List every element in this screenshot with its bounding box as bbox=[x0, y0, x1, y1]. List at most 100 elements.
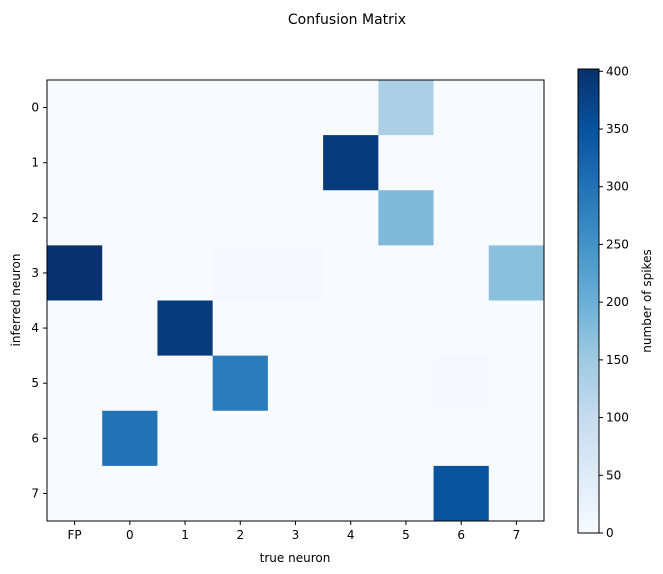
colorbar-tick-label: 300 bbox=[606, 180, 629, 194]
heatmap-cell bbox=[212, 465, 269, 522]
colorbar-tick-label: 0 bbox=[606, 526, 614, 540]
heatmap-cell bbox=[157, 245, 214, 301]
heatmap-cell bbox=[323, 300, 379, 357]
heatmap-cells bbox=[47, 80, 545, 522]
x-tick-label: 4 bbox=[347, 528, 355, 542]
heatmap-cell bbox=[378, 190, 435, 246]
colorbar-tick-label: 100 bbox=[606, 411, 629, 425]
colorbar-tick-label: 250 bbox=[606, 237, 629, 251]
colorbar-label: number of spikes bbox=[640, 249, 654, 352]
heatmap-cell bbox=[157, 410, 214, 467]
heatmap-cell bbox=[157, 465, 214, 522]
heatmap-cell bbox=[157, 190, 214, 246]
x-tick-label: 2 bbox=[236, 528, 244, 542]
x-axis-label: true neuron bbox=[260, 551, 331, 565]
heatmap-cell bbox=[378, 410, 435, 467]
heatmap-cell bbox=[433, 80, 490, 136]
heatmap-cell bbox=[433, 245, 490, 301]
heatmap-cell bbox=[212, 190, 269, 246]
heatmap-cell bbox=[157, 355, 214, 412]
heatmap-cell bbox=[47, 190, 103, 246]
heatmap-cell bbox=[102, 190, 158, 246]
x-axis-ticks: FP 0 1 2 3 4 5 6 7 bbox=[68, 521, 521, 542]
heatmap-cell bbox=[267, 245, 324, 301]
heatmap-cell bbox=[323, 355, 379, 412]
colorbar bbox=[577, 68, 600, 534]
heatmap-cell bbox=[47, 300, 103, 357]
y-tick-label: 6 bbox=[31, 431, 39, 445]
heatmap-cell bbox=[267, 465, 324, 522]
y-tick-label: 3 bbox=[31, 266, 39, 280]
heatmap-cell bbox=[323, 190, 379, 246]
y-axis-label: inferred neuron bbox=[9, 254, 23, 347]
heatmap-cell bbox=[102, 245, 158, 301]
heatmap-cell bbox=[267, 355, 324, 412]
heatmap-cell bbox=[157, 80, 214, 136]
heatmap-cell bbox=[433, 190, 490, 246]
heatmap-cell bbox=[378, 465, 435, 522]
heatmap-cell bbox=[267, 80, 324, 136]
heatmap-cell bbox=[488, 355, 545, 412]
heatmap-cell bbox=[47, 410, 103, 467]
x-tick-label: FP bbox=[68, 528, 82, 542]
heatmap-cell bbox=[323, 80, 379, 136]
x-tick-label: 5 bbox=[402, 528, 410, 542]
colorbar-tick-label: 50 bbox=[606, 468, 621, 482]
heatmap-cell bbox=[212, 355, 269, 412]
y-tick-label: 7 bbox=[31, 486, 39, 500]
y-axis-ticks: 0 1 2 3 4 5 6 7 bbox=[31, 101, 47, 500]
heatmap-cell bbox=[267, 300, 324, 357]
heatmap-cell bbox=[157, 300, 214, 357]
heatmap-cell bbox=[102, 465, 158, 522]
heatmap-cell bbox=[378, 135, 435, 191]
heatmap-cell bbox=[378, 80, 435, 136]
colorbar-tick-label: 400 bbox=[606, 64, 629, 78]
heatmap-cell bbox=[378, 300, 435, 357]
heatmap-cell bbox=[102, 300, 158, 357]
x-tick-label: 6 bbox=[457, 528, 465, 542]
heatmap-cell bbox=[157, 135, 214, 191]
heatmap-cell bbox=[102, 410, 158, 467]
y-tick-label: 1 bbox=[31, 156, 39, 170]
heatmap-cell bbox=[212, 135, 269, 191]
heatmap-cell bbox=[102, 355, 158, 412]
heatmap-cell bbox=[267, 410, 324, 467]
heatmap-cell bbox=[212, 410, 269, 467]
heatmap-cell bbox=[47, 135, 103, 191]
heatmap-cell bbox=[102, 80, 158, 136]
colorbar-ticks: 0 50 100 150 200 250 300 350 400 bbox=[599, 64, 629, 540]
x-tick-label: 7 bbox=[513, 528, 521, 542]
heatmap-cell bbox=[433, 355, 490, 412]
colorbar-tick-label: 150 bbox=[606, 353, 629, 367]
y-tick-label: 4 bbox=[31, 321, 39, 335]
x-tick-label: 3 bbox=[292, 528, 300, 542]
heatmap-cell bbox=[212, 300, 269, 357]
y-tick-label: 0 bbox=[31, 101, 39, 115]
heatmap-cell bbox=[488, 300, 545, 357]
chart-title: Confusion Matrix bbox=[288, 12, 406, 28]
heatmap-cell bbox=[488, 190, 545, 246]
heatmap-cell bbox=[323, 410, 379, 467]
y-tick-label: 2 bbox=[31, 211, 39, 225]
colorbar-tick-label: 350 bbox=[606, 122, 629, 136]
heatmap-cell bbox=[488, 80, 545, 136]
heatmap-cell bbox=[267, 135, 324, 191]
heatmap-cell bbox=[488, 465, 545, 522]
heatmap-cell bbox=[488, 245, 545, 301]
x-tick-label: 0 bbox=[126, 528, 134, 542]
heatmap-cell bbox=[433, 300, 490, 357]
heatmap-cell bbox=[488, 135, 545, 191]
heatmap-cell bbox=[323, 135, 379, 191]
heatmap-cell bbox=[102, 135, 158, 191]
heatmap-cell bbox=[212, 80, 269, 136]
heatmap-cell bbox=[47, 355, 103, 412]
heatmap-cell bbox=[433, 135, 490, 191]
heatmap-cell bbox=[433, 410, 490, 467]
heatmap-cell bbox=[47, 80, 103, 136]
heatmap-cell bbox=[378, 355, 435, 412]
heatmap-cell bbox=[47, 245, 103, 301]
heatmap-cell bbox=[267, 190, 324, 246]
heatmap-cell bbox=[323, 245, 379, 301]
x-tick-label: 1 bbox=[181, 528, 189, 542]
